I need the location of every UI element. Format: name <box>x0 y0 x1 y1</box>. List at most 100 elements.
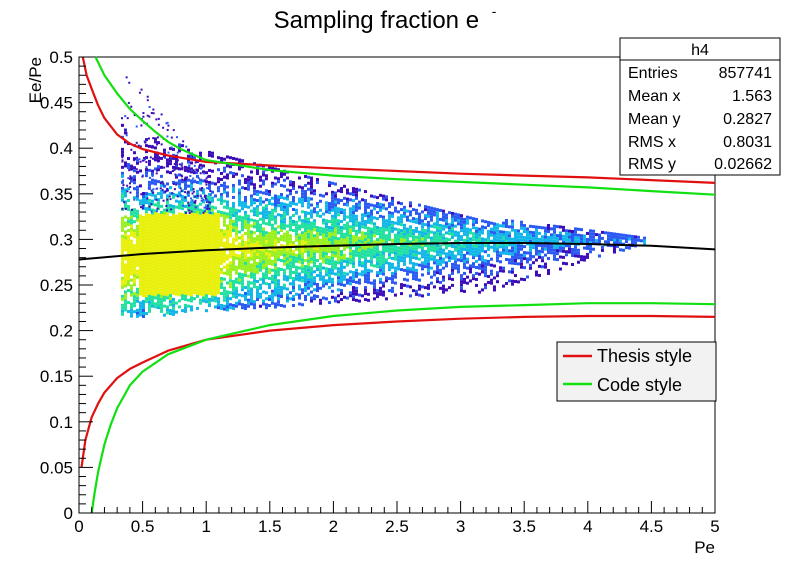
heatmap-cell <box>414 211 418 215</box>
heatmap-cell <box>318 268 322 272</box>
heatmap-cell <box>441 212 445 216</box>
heatmap-cell <box>300 225 304 229</box>
heatmap-cell <box>324 279 328 283</box>
heatmap-cell <box>363 265 367 269</box>
heatmap-cell <box>309 239 313 243</box>
heatmap-cell <box>264 243 268 247</box>
heatmap-cell <box>120 198 124 202</box>
heatmap-outlier <box>173 162 176 165</box>
heatmap-cell <box>144 288 148 292</box>
heatmap-cell <box>159 231 163 235</box>
heatmap-cell <box>219 261 223 265</box>
heatmap-cell <box>399 238 403 242</box>
heatmap-cell <box>201 266 205 270</box>
heatmap-outlier <box>160 143 163 146</box>
heatmap-cell <box>306 238 310 242</box>
heatmap-cell <box>351 205 355 209</box>
heatmap-cell <box>174 286 178 290</box>
heatmap-cell <box>303 211 307 215</box>
heatmap-cell <box>165 203 169 207</box>
heatmap-cell <box>444 255 448 259</box>
heatmap-cell <box>171 222 175 226</box>
heatmap-cell <box>171 219 175 223</box>
heatmap-cell <box>345 260 349 264</box>
heatmap-cell <box>204 246 208 250</box>
heatmap-cell <box>231 303 235 307</box>
heatmap-cell <box>312 210 316 214</box>
heatmap-cell <box>387 247 391 251</box>
heatmap-cell <box>390 277 394 281</box>
heatmap-cell <box>219 195 223 199</box>
heatmap-cell <box>354 214 358 218</box>
heatmap-cell <box>339 256 343 260</box>
heatmap-cell <box>216 168 220 172</box>
heatmap-outlier <box>172 169 175 172</box>
heatmap-cell <box>255 255 259 259</box>
heatmap-cell <box>405 278 409 282</box>
heatmap-cell <box>399 256 403 260</box>
heatmap-outlier <box>156 187 159 190</box>
heatmap-cell <box>159 240 163 244</box>
heatmap-cell <box>198 151 202 155</box>
heatmap-cell <box>258 178 262 182</box>
heatmap-cell <box>366 202 370 206</box>
heatmap-cell <box>324 219 328 223</box>
heatmap-cell <box>558 267 562 271</box>
heatmap-cell <box>192 270 196 274</box>
heatmap-cell <box>477 236 481 240</box>
heatmap-cell <box>159 213 163 217</box>
heatmap-cell <box>210 196 214 200</box>
heatmap-cell <box>264 231 268 235</box>
heatmap-outlier <box>181 166 184 169</box>
heatmap-cell <box>324 228 328 232</box>
heatmap-cell <box>132 187 136 191</box>
heatmap-cell <box>411 253 415 257</box>
heatmap-cell <box>384 279 388 283</box>
heatmap-cell <box>216 270 220 274</box>
heatmap-cell <box>462 253 466 257</box>
heatmap-cell <box>153 233 157 237</box>
heatmap-cell <box>219 276 223 280</box>
heatmap-cell <box>180 255 184 259</box>
heatmap-cell <box>261 272 265 276</box>
heatmap-cell <box>288 183 292 187</box>
heatmap-cell <box>219 240 223 244</box>
heatmap-cell <box>156 255 160 259</box>
heatmap-cell <box>408 201 412 205</box>
curve-layer <box>78 56 716 514</box>
heatmap-cell <box>411 235 415 239</box>
heatmap-cell <box>234 244 238 248</box>
heatmap-cell <box>447 238 451 242</box>
heatmap-cell <box>171 216 175 220</box>
heatmap-cell <box>135 224 139 228</box>
heatmap-cell <box>201 257 205 261</box>
heatmap-cell <box>429 236 433 240</box>
heatmap-cell <box>417 218 421 222</box>
heatmap-cell <box>198 226 202 230</box>
heatmap-cell <box>222 286 226 290</box>
heatmap-cell <box>144 255 148 259</box>
heatmap-cell <box>528 245 532 249</box>
heatmap-cell <box>228 282 232 286</box>
heatmap-cell <box>153 197 157 201</box>
heatmap-cell <box>159 276 163 280</box>
heatmap-cell <box>177 173 181 177</box>
heatmap-cell <box>375 265 379 269</box>
heatmap-cell <box>441 215 445 219</box>
heatmap-cell <box>249 230 253 234</box>
heatmap-cell <box>330 217 334 221</box>
heatmap-cell <box>204 270 208 274</box>
heatmap-cell <box>420 231 424 235</box>
heatmap-cell <box>189 242 193 246</box>
heatmap-cell <box>309 281 313 285</box>
heatmap-cell <box>426 283 430 287</box>
heatmap-cell <box>324 231 328 235</box>
heatmap-cell <box>432 270 436 274</box>
heatmap-cell <box>435 238 439 242</box>
heatmap-cell <box>435 244 439 248</box>
heatmap-cell <box>204 225 208 229</box>
heatmap-cell <box>270 232 274 236</box>
heatmap-cell <box>504 221 508 225</box>
heatmap-cell <box>450 235 454 239</box>
heatmap-cell <box>435 208 439 212</box>
